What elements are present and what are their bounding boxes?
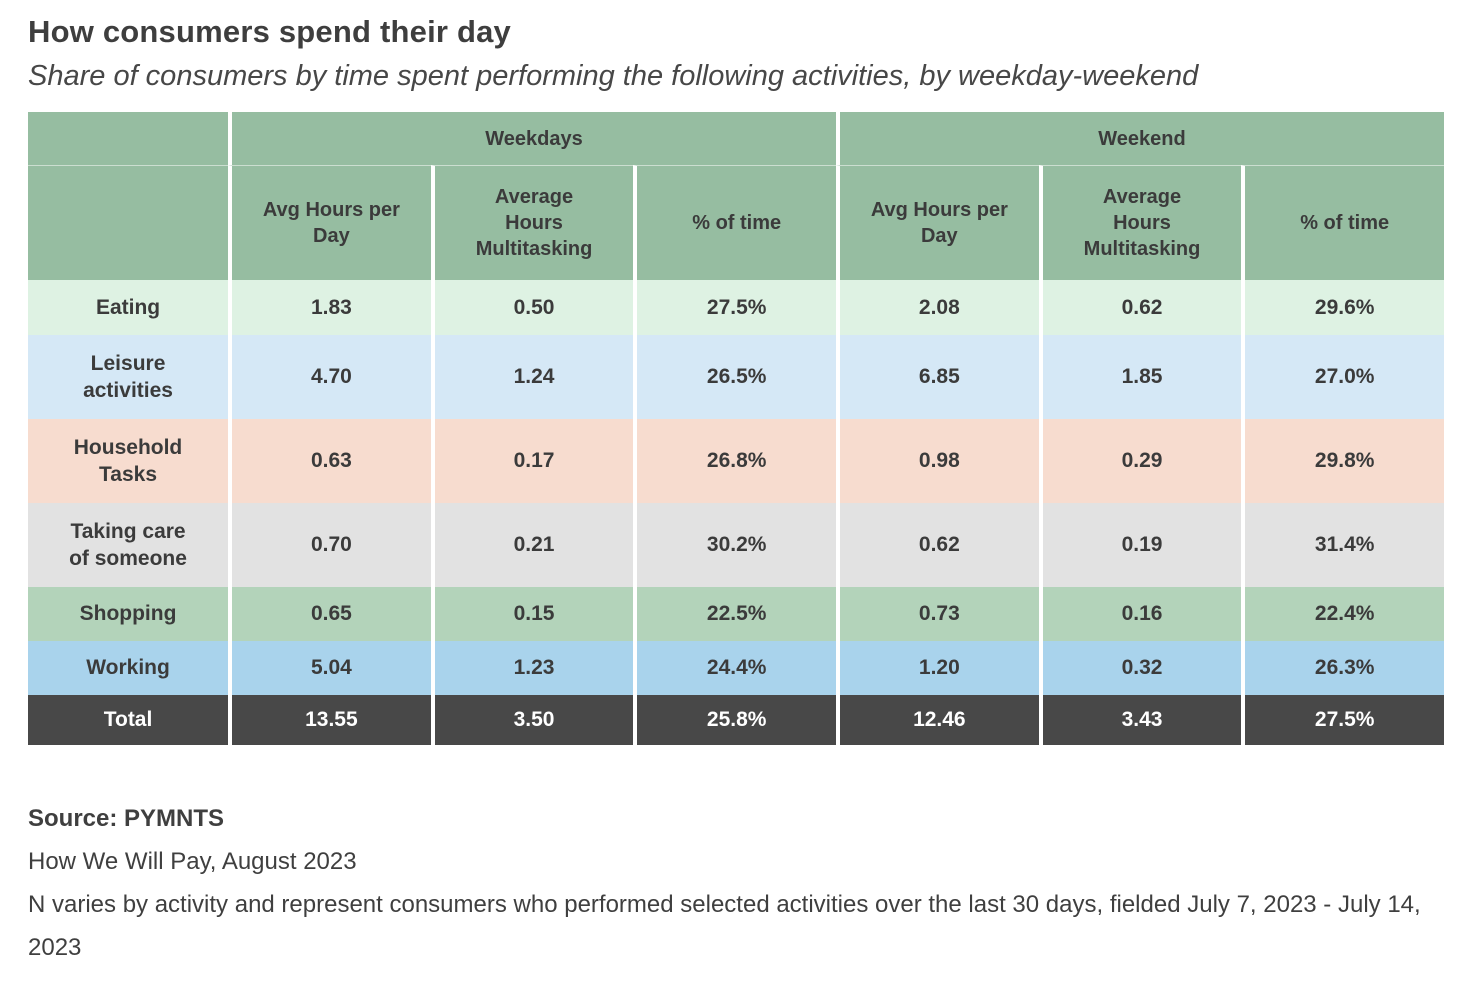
value-cell: 29.6%: [1241, 280, 1444, 335]
report-title-line: How We Will Pay, August 2023: [28, 848, 357, 875]
value-cell: 1.23: [430, 641, 634, 695]
col-header-weekday-pct-time: % of time: [633, 165, 837, 280]
footnotes: Source: PYMNTS How We Will Pay, August 2…: [28, 797, 1448, 969]
value-cell: 22.4%: [1241, 587, 1444, 641]
value-cell: 0.15: [430, 587, 634, 641]
value-cell: 0.21: [430, 503, 634, 587]
value-cell: 13.55: [228, 695, 431, 745]
row-label: Shopping: [28, 587, 229, 641]
group-header-weekdays: Weekdays: [228, 112, 837, 165]
group-header-weekend: Weekend: [836, 112, 1444, 165]
value-cell: 22.5%: [633, 587, 837, 641]
value-cell: 26.5%: [633, 335, 837, 419]
table-row-shopping: Shopping 0.65 0.15 22.5% 0.73 0.16 22.4%: [28, 587, 1444, 641]
row-label: Working: [28, 641, 229, 695]
column-header-row: Avg Hours per Day Average Hours Multitas…: [28, 165, 1444, 280]
value-cell: 0.70: [228, 503, 431, 587]
value-cell: 2.08: [836, 280, 1039, 335]
value-cell: 0.19: [1038, 503, 1242, 587]
group-header-row: Weekdays Weekend: [28, 112, 1444, 165]
value-cell: 0.98: [836, 419, 1039, 503]
value-cell: 0.65: [228, 587, 431, 641]
row-label: Eating: [28, 280, 229, 335]
value-cell: 26.3%: [1241, 641, 1444, 695]
value-cell: 6.85: [836, 335, 1039, 419]
page-subtitle: Share of consumers by time spent perform…: [28, 60, 1199, 92]
value-cell: 26.8%: [633, 419, 837, 503]
value-cell: 27.5%: [633, 280, 837, 335]
source-line: Source: PYMNTS: [28, 805, 225, 832]
value-cell: 25.8%: [633, 695, 837, 745]
value-cell: 0.62: [836, 503, 1039, 587]
corner-cell-2: [28, 165, 229, 280]
value-cell: 24.4%: [633, 641, 837, 695]
value-cell: 0.63: [228, 419, 431, 503]
value-cell: 1.24: [430, 335, 634, 419]
value-cell: 0.62: [1038, 280, 1242, 335]
col-header-weekend-avg-hours: Avg Hours per Day: [836, 165, 1039, 280]
value-cell: 0.17: [430, 419, 634, 503]
row-label: Taking care of someone: [28, 503, 229, 587]
table-row-household-tasks: Household Tasks 0.63 0.17 26.8% 0.98 0.2…: [28, 419, 1444, 503]
row-label-total: Total: [28, 695, 229, 745]
value-cell: 5.04: [228, 641, 431, 695]
value-cell: 1.83: [228, 280, 431, 335]
value-cell: 0.73: [836, 587, 1039, 641]
corner-cell: [28, 112, 229, 165]
value-cell: 3.43: [1038, 695, 1242, 745]
value-cell: 27.5%: [1241, 695, 1444, 745]
col-header-weekday-avg-hours: Avg Hours per Day: [228, 165, 431, 280]
row-label: Leisure activities: [28, 335, 229, 419]
methodology-note: N varies by activity and represent consu…: [28, 891, 1421, 961]
row-label: Household Tasks: [28, 419, 229, 503]
value-cell: 30.2%: [633, 503, 837, 587]
table-row-working: Working 5.04 1.23 24.4% 1.20 0.32 26.3%: [28, 641, 1444, 695]
value-cell: 3.50: [430, 695, 634, 745]
value-cell: 0.50: [430, 280, 634, 335]
value-cell: 12.46: [836, 695, 1039, 745]
value-cell: 1.85: [1038, 335, 1242, 419]
table-row-leisure-activities: Leisure activities 4.70 1.24 26.5% 6.85 …: [28, 335, 1444, 419]
value-cell: 4.70: [228, 335, 431, 419]
value-cell: 0.32: [1038, 641, 1242, 695]
value-cell: 27.0%: [1241, 335, 1444, 419]
table-row-total: Total 13.55 3.50 25.8% 12.46 3.43 27.5%: [28, 695, 1444, 745]
col-header-weekend-multitasking: Average Hours Multitasking: [1038, 165, 1242, 280]
activities-table: Weekdays Weekend Avg Hours per Day Avera…: [28, 112, 1444, 745]
col-header-weekend-pct-time: % of time: [1241, 165, 1444, 280]
value-cell: 0.29: [1038, 419, 1242, 503]
table-row-taking-care-of-someone: Taking care of someone 0.70 0.21 30.2% 0…: [28, 503, 1444, 587]
value-cell: 29.8%: [1241, 419, 1444, 503]
value-cell: 1.20: [836, 641, 1039, 695]
col-header-weekday-multitasking: Average Hours Multitasking: [430, 165, 634, 280]
table-row-eating: Eating 1.83 0.50 27.5% 2.08 0.62 29.6%: [28, 280, 1444, 335]
value-cell: 0.16: [1038, 587, 1242, 641]
value-cell: 31.4%: [1241, 503, 1444, 587]
page-title: How consumers spend their day: [28, 14, 511, 49]
